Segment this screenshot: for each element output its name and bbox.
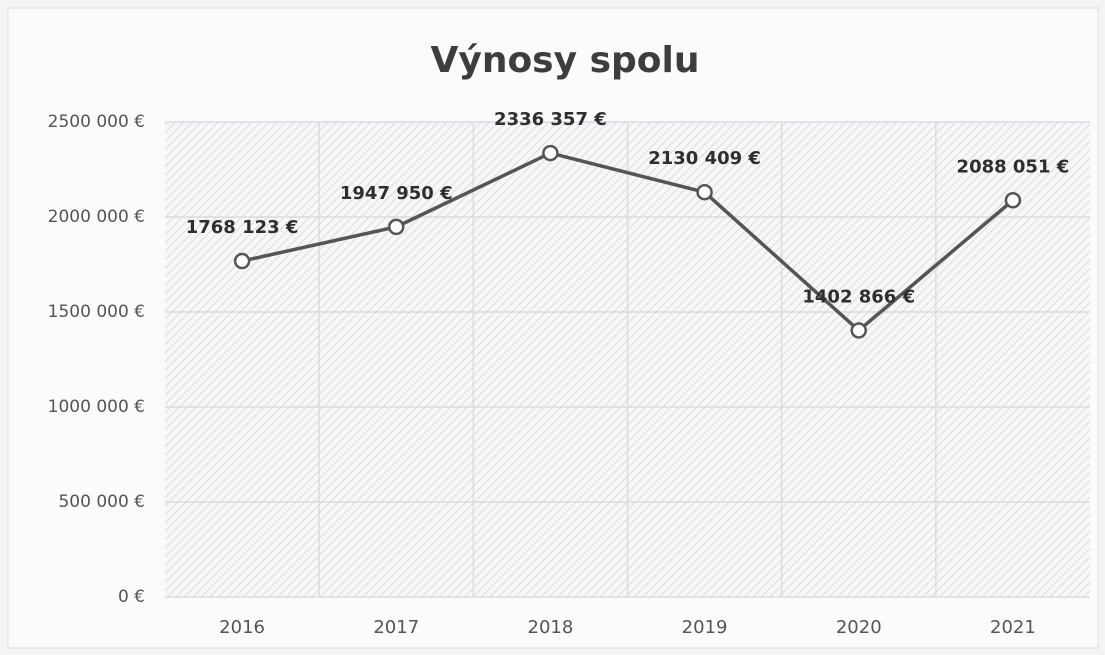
- data-label: 1768 123 €: [186, 217, 299, 238]
- data-label: 1402 866 €: [802, 286, 915, 307]
- x-tick-label: 2019: [682, 617, 728, 638]
- y-tick-label: 1500 000 €: [48, 302, 145, 322]
- data-label: 2130 409 €: [648, 148, 761, 169]
- y-tick-label: 0 €: [118, 587, 145, 607]
- data-line: [241, 151, 1015, 333]
- data-point: [233, 252, 251, 270]
- x-tick-label: 2017: [373, 617, 419, 638]
- y-tick-label: 500 000 €: [58, 492, 145, 512]
- x-tick-label: 2016: [219, 617, 265, 638]
- y-tick-label: 1000 000 €: [48, 397, 145, 417]
- data-label: 2336 357 €: [494, 109, 607, 130]
- x-tick-label: 2018: [528, 617, 574, 638]
- chart-title: Výnosy spolu: [430, 40, 699, 81]
- data-label: 1947 950 €: [340, 183, 453, 204]
- data-point: [542, 144, 559, 162]
- data-point: [388, 218, 405, 236]
- data-label: 2088 051 €: [957, 156, 1070, 177]
- x-tick-label: 2020: [836, 617, 882, 638]
- data-point: [696, 183, 713, 201]
- y-tick-label: 2500 000 €: [48, 112, 145, 132]
- data-point: [850, 322, 867, 339]
- data-point: [1004, 192, 1022, 209]
- y-tick-label: 2000 000 €: [48, 207, 145, 227]
- x-tick-label: 2021: [990, 617, 1036, 638]
